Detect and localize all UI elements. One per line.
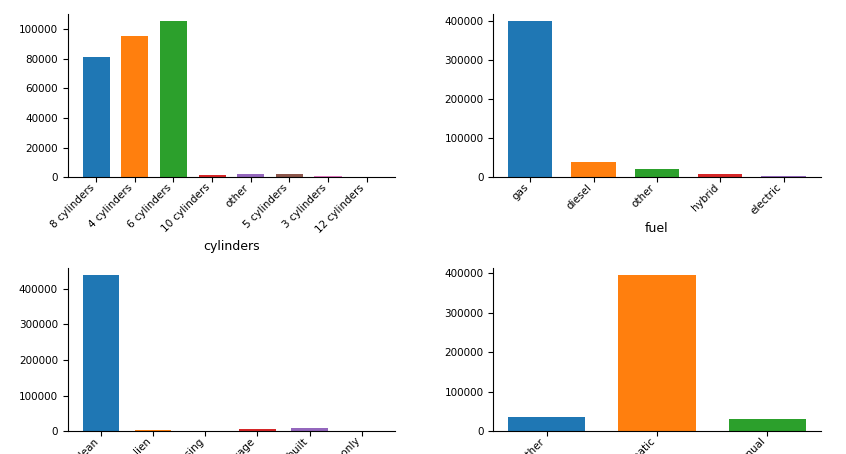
Bar (237, 174, 264, 178)
X-axis label: fuel: fuel (645, 222, 668, 235)
Bar (160, 21, 187, 178)
Bar (239, 429, 276, 431)
Bar (121, 36, 148, 178)
Bar (83, 275, 119, 431)
Bar (276, 173, 303, 178)
Bar (508, 418, 585, 431)
Bar (83, 57, 110, 178)
Bar (571, 162, 616, 178)
Bar (761, 176, 805, 178)
Bar (634, 169, 679, 178)
Bar (315, 176, 342, 178)
X-axis label: cylinders: cylinders (203, 240, 260, 253)
Bar (728, 419, 805, 431)
Bar (698, 174, 743, 178)
Bar (135, 430, 172, 431)
Bar (187, 430, 223, 431)
Bar (291, 428, 328, 431)
Bar (618, 275, 695, 431)
Bar (508, 21, 552, 178)
Bar (199, 175, 226, 178)
